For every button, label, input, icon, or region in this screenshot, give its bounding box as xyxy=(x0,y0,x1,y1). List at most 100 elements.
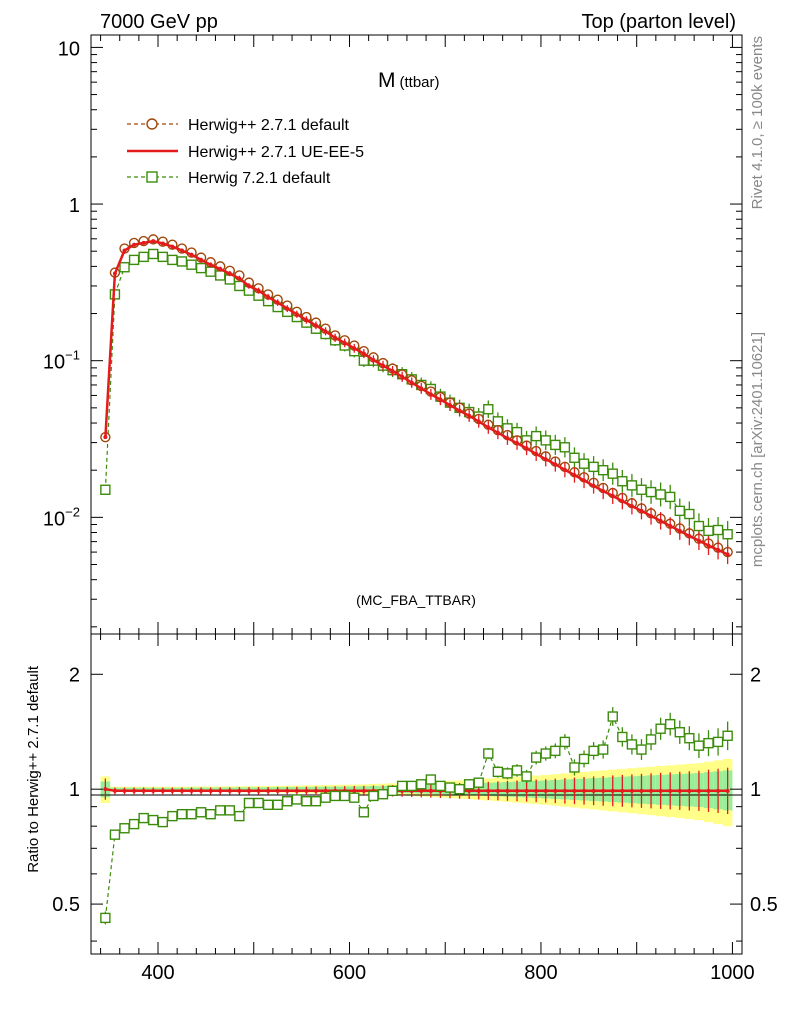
herwig271-ueee5-point xyxy=(266,295,271,300)
ratio-herwig271-ueee5-point xyxy=(725,788,730,793)
herwig271-ueee5-point xyxy=(294,312,299,317)
ratio-herwig271-ueee5-point xyxy=(103,787,108,792)
herwig271-ueee5-point xyxy=(122,248,127,253)
herwig721-default-point xyxy=(703,525,714,537)
herwig271-ueee5-point xyxy=(103,435,108,440)
rivet-version-label: Rivet 4.1.0, ≥ 100k events xyxy=(749,36,766,209)
herwig721-default-point xyxy=(674,505,685,517)
ratio-herwig271-ueee5-point xyxy=(122,788,127,793)
ratio-herwig721-default-point xyxy=(329,790,341,802)
herwig271-ueee5-point xyxy=(141,240,146,245)
ratio-y-tick-label-right: 2 xyxy=(750,664,761,686)
herwig721-default-point xyxy=(167,254,178,266)
ratio-herwig721-default-point xyxy=(387,785,398,797)
ratio-herwig721-default-point xyxy=(550,745,561,757)
herwig721-default-point xyxy=(234,280,245,292)
herwig721-default-point xyxy=(626,480,638,491)
ratio-y-axis-label: Ratio to Herwig++ 2.7.1 default xyxy=(25,665,42,873)
herwig271-ueee5-point xyxy=(132,242,137,247)
ratio-herwig721-default-point xyxy=(396,780,408,792)
herwig271-ueee5-point xyxy=(285,306,290,311)
herwig271-ueee5-point xyxy=(457,408,462,413)
main-y-tick-base: 10 xyxy=(43,352,65,374)
herwig271-ueee5-point xyxy=(515,441,520,446)
legend-marker-2 xyxy=(146,171,158,183)
herwig271-ueee5-point xyxy=(687,534,692,539)
ratio-herwig721-default-point xyxy=(492,766,504,778)
ratio-herwig271-ueee5-point xyxy=(543,788,548,793)
ratio-herwig271-ueee5-point xyxy=(639,788,644,793)
ratio-herwig271-ueee5-point xyxy=(208,788,213,793)
herwig271-ueee5-point xyxy=(371,358,376,363)
herwig721-default-point xyxy=(664,491,676,503)
ratio-herwig721-default-point xyxy=(272,799,283,811)
ratio-herwig721-default-point xyxy=(282,796,293,807)
herwig721-default-point xyxy=(722,529,733,540)
main-y-tick-exp: −2 xyxy=(65,504,80,519)
x-tick-label: 400 xyxy=(141,962,174,984)
legend: Herwig++ 2.7.1 default Herwig++ 2.7.1 UE-… xyxy=(127,117,364,187)
herwig271-ueee5-point xyxy=(170,244,175,249)
herwig271-ueee5-point xyxy=(323,329,328,334)
herwig721-default-point xyxy=(578,458,590,469)
herwig721-default-point xyxy=(569,452,580,463)
ratio-herwig271-ueee5-point xyxy=(361,788,366,793)
herwig271-ueee5-point xyxy=(553,462,558,467)
herwig721-default-point xyxy=(195,262,207,274)
ratio-herwig721-default-point xyxy=(703,737,714,749)
herwig271-ueee5-point xyxy=(428,392,433,397)
ratio-herwig271-ueee5-point xyxy=(132,788,137,793)
ratio-herwig721-default-point xyxy=(138,812,149,824)
ratio-herwig721-default-point xyxy=(119,823,130,834)
ratio-herwig721-default-point xyxy=(224,805,236,816)
ratio-herwig271-ueee5-point xyxy=(716,788,721,793)
ratio-herwig721-default-point xyxy=(100,912,111,924)
herwig271-ueee5-point xyxy=(582,478,587,483)
herwig271-ueee5-point xyxy=(658,518,663,523)
ratio-herwig271-ueee5-point xyxy=(294,788,299,793)
ratio-herwig721-default-point xyxy=(626,739,638,750)
ratio-herwig271-ueee5-point xyxy=(266,788,271,793)
herwig271-ueee5-point xyxy=(505,436,510,441)
ratio-herwig721-default-point xyxy=(243,797,255,809)
ratio-herwig721-default-point xyxy=(540,748,551,759)
main-y-tick-base: 10 xyxy=(43,508,65,530)
ratio-herwig271-ueee5-point xyxy=(591,788,596,793)
herwig271-ueee5-point xyxy=(543,457,548,462)
herwig271-ueee5-point xyxy=(668,524,673,529)
ratio-herwig271-ueee5-point xyxy=(352,788,357,793)
ratio-herwig721-default-point xyxy=(655,723,666,734)
main-y-tick-label: 10 xyxy=(58,38,80,60)
herwig721-default-point xyxy=(100,484,111,495)
ratio-herwig721-default-point xyxy=(588,745,599,757)
ratio-herwig721-default-point xyxy=(645,734,657,745)
ratio-herwig271-ueee5-point xyxy=(668,788,673,793)
ratio-y-tick-label-left: 1 xyxy=(69,779,80,801)
herwig271-ueee5-point xyxy=(486,425,491,430)
herwig271-ueee5-point xyxy=(380,363,385,368)
ratio-herwig721-default-point xyxy=(597,744,609,755)
ratio-herwig271-ueee5-point xyxy=(112,788,117,793)
herwig271-ueee5-point xyxy=(639,508,644,513)
ratio-herwig721-default-point xyxy=(693,740,705,751)
ratio-herwig271-ueee5-point xyxy=(323,788,328,793)
ratio-herwig271-ueee5-point xyxy=(419,788,424,793)
ratio-herwig271-ueee5-point xyxy=(179,788,184,793)
herwig271-ueee5-point xyxy=(620,499,625,504)
ratio-panel: 2 2 1 1 0.5 0.5 400 600 800 1000 Ratio to Herwig+… xyxy=(25,633,778,984)
main-y-tick-label: 10−2 xyxy=(43,504,80,530)
herwig271-ueee5-point xyxy=(629,504,634,509)
herwig271-ueee5-point xyxy=(160,241,165,246)
herwig271-ueee5-point xyxy=(448,403,453,408)
herwig271-ueee5-point xyxy=(208,262,213,267)
mcplots-label: mcplots.cern.ch [arXiv:2401.10621] xyxy=(749,332,766,567)
herwig271-ueee5-point xyxy=(189,252,194,257)
ratio-herwig721-default-point xyxy=(435,780,446,792)
herwig721-default-point xyxy=(712,524,724,536)
ratio-herwig721-default-point xyxy=(234,810,245,822)
herwig721-default-point xyxy=(128,254,140,266)
herwig721-default-point xyxy=(119,262,130,273)
herwig721-default-point xyxy=(215,270,226,281)
